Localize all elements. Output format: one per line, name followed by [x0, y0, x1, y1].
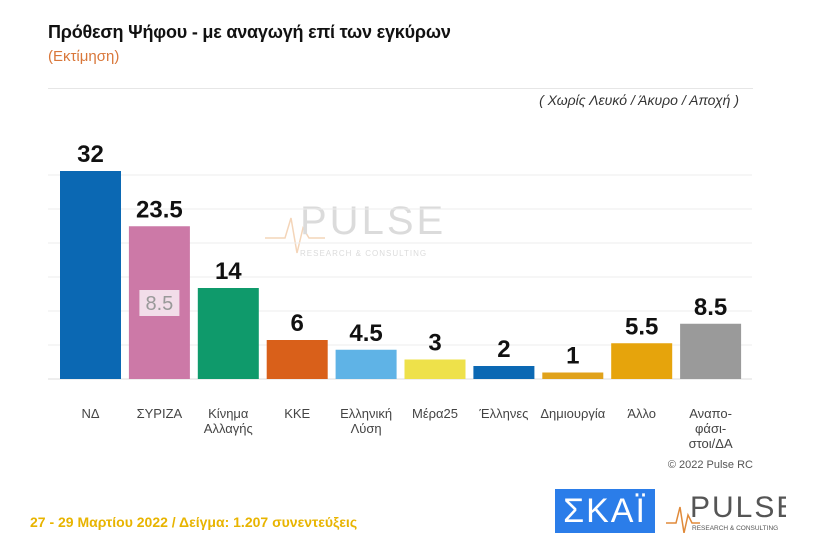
- data-label: 6: [291, 310, 304, 337]
- overlay-label: 8.5: [145, 293, 173, 315]
- category-label: Άλλο: [627, 406, 656, 421]
- data-label: 8.5: [694, 294, 727, 321]
- category-label: Κίνημα: [208, 406, 249, 421]
- data-label: 3: [428, 330, 441, 357]
- svg-text:PULSE: PULSE: [690, 491, 786, 524]
- chart-note: ( Χωρίς Λευκό / Άκυρο / Αποχή ): [539, 92, 739, 108]
- category-label: φάσι-: [695, 421, 726, 436]
- category-label: Ελληνική: [340, 406, 392, 421]
- category-label: Αναπο-: [689, 406, 732, 421]
- chart-subtitle: (Εκτίμηση): [48, 48, 120, 65]
- svg-text:RESEARCH & CONSULTING: RESEARCH & CONSULTING: [300, 249, 427, 258]
- pulse-logo: PULSE RESEARCH & CONSULTING: [666, 491, 786, 533]
- category-label: ΝΔ: [81, 406, 99, 421]
- bar: [266, 340, 328, 379]
- data-label: 2: [497, 336, 510, 363]
- data-label: 32: [77, 141, 104, 168]
- bar-chart: 32ΝΔ23.5ΣΥΡΙΖΑ14ΚίνημαΑλλαγής6ΚΚΕ4.5Ελλη…: [48, 141, 752, 451]
- chart-title: Πρόθεση Ψήφου - με αναγωγή επί των εγκύρ…: [48, 22, 451, 42]
- category-label: Έλληνες: [478, 406, 528, 421]
- bar: [404, 359, 466, 379]
- bar: [680, 323, 742, 379]
- bar: [197, 288, 259, 379]
- divider: [48, 88, 753, 89]
- bar: [473, 366, 535, 379]
- svg-text:PULSE: PULSE: [300, 199, 445, 243]
- category-label: στοι/ΔΑ: [689, 436, 733, 451]
- category-label: ΚΚΕ: [284, 406, 310, 421]
- category-label: ΣΥΡΙΖΑ: [137, 406, 183, 421]
- category-label: Λύση: [351, 421, 382, 436]
- survey-info: 27 - 29 Μαρτίου 2022 / Δείγμα: 1.207 συν…: [30, 514, 358, 530]
- pulse-watermark: PULSE RESEARCH & CONSULTING: [265, 199, 445, 258]
- category-label: Μέρα25: [412, 406, 458, 421]
- bar: [60, 171, 121, 379]
- category-label: Αλλαγής: [204, 421, 253, 436]
- overlay-label-bg: [139, 290, 180, 316]
- bar: [611, 343, 673, 379]
- bar: [335, 349, 397, 379]
- data-label: 23.5: [136, 196, 183, 223]
- data-label: 1: [566, 343, 579, 370]
- data-label: 14: [215, 258, 242, 285]
- category-label: Δημιουργία: [540, 406, 605, 421]
- skai-logo: ΣΚΑΪ: [555, 489, 655, 533]
- data-label: 4.5: [349, 320, 382, 347]
- svg-text:RESEARCH & CONSULTING: RESEARCH & CONSULTING: [692, 525, 778, 532]
- bar: [542, 372, 604, 379]
- data-label: 5.5: [625, 313, 658, 340]
- copyright: © 2022 Pulse RC: [667, 459, 753, 471]
